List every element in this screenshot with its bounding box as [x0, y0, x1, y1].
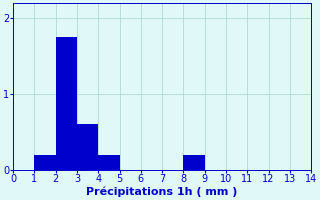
X-axis label: Précipitations 1h ( mm ): Précipitations 1h ( mm ) — [86, 187, 238, 197]
Bar — [77, 124, 98, 170]
Bar — [35, 155, 56, 170]
Bar — [56, 37, 77, 170]
Bar — [98, 155, 120, 170]
Bar — [183, 155, 205, 170]
